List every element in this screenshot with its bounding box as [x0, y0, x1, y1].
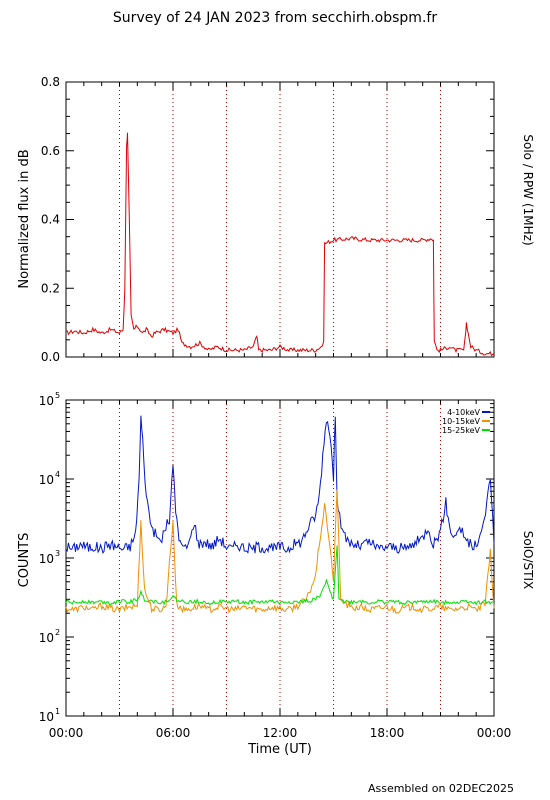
stix-y-tick-exponent: 1: [55, 707, 60, 716]
rpw-right-label: Solo / RPW (1MHz): [521, 134, 535, 245]
rpw-flux-line: [65, 132, 495, 357]
stix-y-tick-exponent: 2: [55, 628, 60, 637]
rpw-panel: 0.0 0.2 0.4 0.6 0.8 Normalized flux in dB So…: [17, 75, 535, 364]
rpw-guide-lines: [119, 82, 441, 357]
stix-x-tick-label: 18:00: [370, 726, 405, 740]
rpw-plot-frame: [65, 81, 495, 358]
stix-series-line-3: [65, 545, 495, 606]
rpw-y-tick-label: 0.6: [41, 144, 60, 158]
figure-title: Survey of 24 JAN 2023 from secchirh.obsp…: [113, 10, 437, 26]
stix-y-tick-label: 10: [39, 631, 54, 645]
stix-y-tick-label: 10: [39, 473, 54, 487]
stix-x-tick-label: 00:00: [49, 726, 84, 740]
rpw-y-axis-label: Normalized flux in dB: [17, 149, 32, 288]
stix-y-tick-exponent: 3: [55, 549, 60, 558]
rpw-axis-ticks: 0.0 0.2 0.4 0.6 0.8: [41, 75, 495, 364]
rpw-y-tick-label: 0.2: [41, 281, 60, 295]
stix-legend-label: 15-25keV: [442, 426, 481, 435]
stix-x-tick-label: 12:00: [263, 726, 298, 740]
stix-guide-lines: [119, 400, 441, 716]
stix-series-line-1: [65, 415, 495, 555]
stix-y-tick-label: 10: [39, 710, 54, 724]
stix-right-label: SolO/STIX: [521, 531, 535, 590]
stix-y-tick-exponent: 5: [55, 391, 60, 400]
stix-series: [65, 415, 495, 614]
stix-series-line-2: [65, 489, 495, 614]
stix-y-tick-label: 10: [39, 552, 54, 566]
stix-x-tick-label: 00:00: [477, 726, 512, 740]
stix-y-tick-label: 10: [39, 394, 54, 408]
rpw-y-tick-label: 0.8: [41, 75, 60, 89]
stix-x-axis-label: Time (UT): [247, 742, 312, 757]
stix-y-axis-label: COUNTS: [17, 533, 32, 588]
rpw-y-tick-label: 0.0: [41, 350, 60, 364]
stix-legend-label: 4-10keV: [447, 408, 480, 417]
stix-legend-label: 10-15keV: [442, 417, 481, 426]
rpw-y-tick-label: 0.4: [41, 213, 60, 227]
stix-y-tick-exponent: 4: [55, 470, 60, 479]
assembled-footer: Assembled on 02DEC2025: [368, 782, 514, 795]
stix-x-tick-label: 06:00: [156, 726, 191, 740]
rpw-series: [65, 132, 495, 357]
